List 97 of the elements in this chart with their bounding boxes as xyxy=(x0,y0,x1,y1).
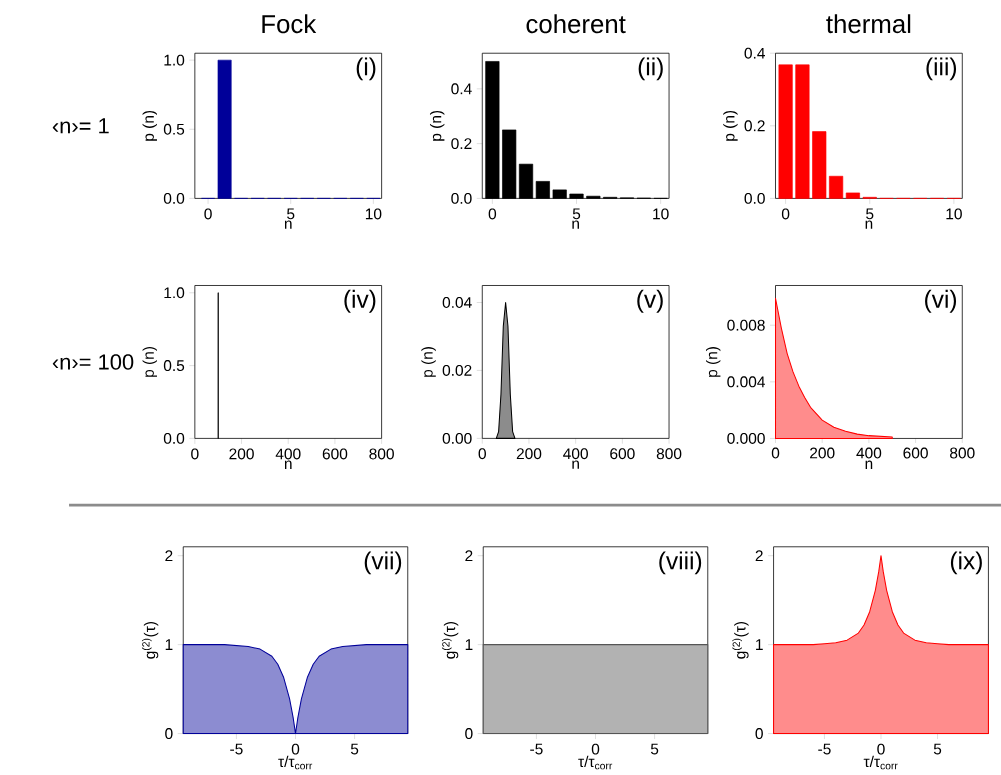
y-axis-title: g$^{(2)}$(τ) xyxy=(141,621,159,659)
x-axis-title: n xyxy=(284,220,292,229)
x-tick-label: 0 xyxy=(781,208,790,220)
y-axis-title: p (n) xyxy=(142,346,157,377)
x-tick-label: 400 xyxy=(275,448,301,460)
bar xyxy=(795,64,810,199)
x-tick-label: 600 xyxy=(903,447,928,459)
x-tick-label: 0 xyxy=(478,448,486,460)
x-tick-label: 0 xyxy=(204,208,212,220)
x-tick-label: 800 xyxy=(656,448,682,460)
y-tick-label: 0.0 xyxy=(163,192,185,204)
x-tick-label: 10 xyxy=(365,208,382,220)
x-tick-label: 600 xyxy=(322,448,348,460)
y-tick-label: 0.4 xyxy=(744,47,765,59)
y-tick-label: 1 xyxy=(165,639,173,650)
annotation: (ii) xyxy=(638,57,663,81)
x-axis-title: n xyxy=(865,220,873,229)
x-tick-label: 5 xyxy=(287,208,295,220)
y-tick-label: 0.0 xyxy=(744,192,765,204)
x-tick-label: 600 xyxy=(610,448,635,460)
y-tick-label: 0.2 xyxy=(744,120,765,132)
x-axis-title: τ/τ$_{corr}$ xyxy=(278,755,313,770)
x-tick-label: 200 xyxy=(229,448,254,460)
y-tick-label: 0.000 xyxy=(727,432,765,444)
x-tick-label: 0 xyxy=(591,743,600,755)
y-axis-title: g$^{(2)}$(τ) xyxy=(441,621,459,659)
annotation: (viii) xyxy=(659,551,702,575)
x-tick-label: 200 xyxy=(810,447,835,459)
x-tick-label: 0 xyxy=(291,743,300,755)
x-tick-label: 10 xyxy=(946,208,962,220)
y-tick-label: 0.04 xyxy=(442,296,472,308)
chart-title: coherent xyxy=(526,14,626,34)
x-axis-title: n xyxy=(572,460,579,469)
y-tick-label: 0.00 xyxy=(442,432,472,444)
y-axis-title: p (n) xyxy=(421,346,436,377)
annotation: (i) xyxy=(356,57,376,81)
annotation: (iv) xyxy=(344,289,376,313)
y-tick-label: 0 xyxy=(755,728,763,739)
annotation: (ix) xyxy=(950,551,982,575)
text: ‹n›= 1 xyxy=(52,118,109,134)
y-tick-label: 2 xyxy=(165,550,173,562)
x-axis-title: n xyxy=(865,460,873,469)
x-tick-label: 5 xyxy=(866,208,874,220)
y-tick-label: 0.5 xyxy=(163,123,185,135)
x-tick-label: 5 xyxy=(572,208,581,220)
y-tick-label: 1 xyxy=(756,639,763,650)
x-tick-label: 0 xyxy=(488,208,497,220)
x-tick-label: 800 xyxy=(950,447,975,459)
y-tick-label: 1.0 xyxy=(164,54,185,66)
x-tick-label: 5 xyxy=(350,743,359,755)
x-tick-label: 5 xyxy=(650,743,659,755)
text: ‹n›= 100 xyxy=(52,354,134,370)
y-axis-title: p (n) xyxy=(142,110,157,141)
annotation: (v) xyxy=(637,289,663,313)
y-axis-title: p (n) xyxy=(723,110,738,141)
x-tick-label: 0 xyxy=(191,448,199,460)
x-tick-label: 200 xyxy=(516,448,542,460)
y-tick-label: 0.0 xyxy=(163,432,185,444)
annotation: (vi) xyxy=(925,289,957,313)
x-axis-title: τ/τ$_{corr}$ xyxy=(863,755,898,770)
x-tick-label: 0 xyxy=(877,743,885,755)
x-axis-title: n xyxy=(284,460,292,469)
x-tick-label: 10 xyxy=(653,208,669,220)
chart-title: thermal xyxy=(826,14,911,34)
y-tick-label: 0.02 xyxy=(442,364,472,376)
y-axis-title: g$^{(2)}$(τ) xyxy=(732,621,749,659)
chart-title: Fock xyxy=(262,14,317,34)
bar xyxy=(812,131,827,199)
x-tick-label: 5 xyxy=(933,743,942,755)
y-tick-label: 0.0 xyxy=(451,192,472,204)
bar xyxy=(778,64,793,199)
x-tick-label: 400 xyxy=(856,447,882,459)
x-tick-label: -5 xyxy=(818,743,831,755)
bar xyxy=(845,192,860,199)
y-tick-label: 2 xyxy=(755,550,763,562)
bar xyxy=(829,175,844,199)
y-tick-label: 0.5 xyxy=(163,360,185,371)
x-tick-label: 800 xyxy=(369,448,394,460)
y-tick-label: 2 xyxy=(465,550,473,562)
x-tick-label: 400 xyxy=(563,448,588,460)
y-tick-label: 0.2 xyxy=(451,138,472,150)
annotation: (vii) xyxy=(364,551,402,575)
y-axis-title: p (n) xyxy=(705,346,721,377)
y-tick-label: 0 xyxy=(465,728,473,739)
x-axis-title: n xyxy=(572,220,579,229)
x-tick-label: -5 xyxy=(530,743,543,755)
y-tick-label: 1 xyxy=(465,639,473,650)
annotation: (iii) xyxy=(926,57,957,81)
y-tick-label: 1.0 xyxy=(164,287,185,299)
y-tick-label: 0 xyxy=(165,728,173,739)
y-tick-label: 0.004 xyxy=(727,376,765,388)
x-tick-label: 0 xyxy=(771,447,780,459)
y-tick-label: 0.008 xyxy=(727,319,765,331)
y-axis-title: p (n) xyxy=(429,110,445,141)
x-axis-title: τ/τ$_{corr}$ xyxy=(578,755,613,770)
y-tick-label: 0.4 xyxy=(451,83,472,95)
x-tick-label: -5 xyxy=(230,743,243,755)
